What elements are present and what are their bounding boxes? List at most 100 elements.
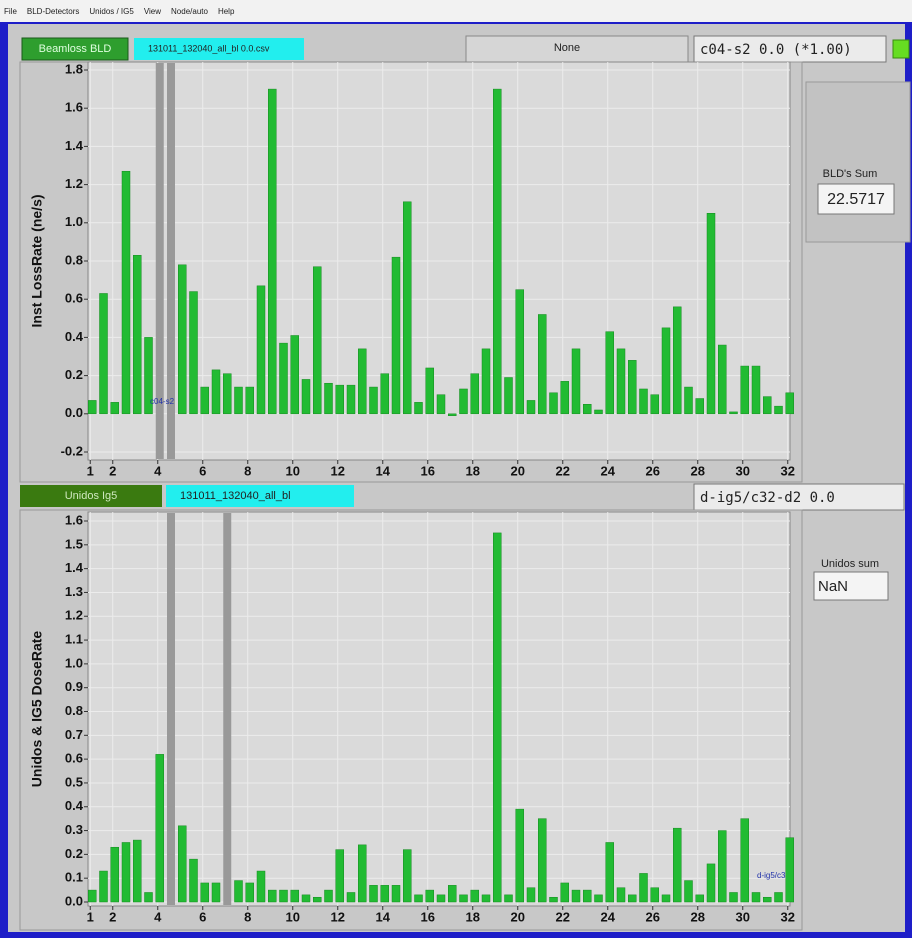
bar (99, 870, 108, 903)
bar (234, 880, 243, 903)
beamloss-button-label: Beamloss BLD (39, 43, 112, 55)
menu-bar (0, 0, 912, 22)
unidos-sum-value: NaN (818, 578, 848, 595)
file-field[interactable] (134, 38, 304, 60)
bar (729, 892, 738, 903)
x-tick-label: 14 (376, 909, 391, 924)
plot-area (87, 511, 791, 907)
x-tick-label: 20 (511, 463, 525, 478)
bar (560, 381, 569, 415)
bar (583, 404, 592, 415)
y-tick-label: 0.4 (65, 798, 84, 813)
bar (504, 894, 513, 903)
beamloss-button[interactable] (21, 37, 129, 61)
x-tick-label: 8 (244, 463, 251, 478)
unidos-cursor-field[interactable] (693, 483, 905, 511)
bar (470, 373, 479, 415)
bar (211, 882, 221, 903)
bar (178, 825, 187, 903)
bar (470, 889, 479, 903)
bar (391, 885, 401, 903)
bar (650, 887, 659, 903)
bar (245, 882, 254, 903)
bar (133, 839, 142, 903)
bar (515, 808, 524, 903)
cursor-field-text: c04-s2 0.0 (*1.00) (700, 42, 852, 58)
unidos-file-field[interactable] (166, 485, 354, 507)
menu-item[interactable]: BLD-Detectors (27, 7, 79, 16)
y-tick-label: -0.2 (61, 443, 83, 458)
menu-item[interactable]: File (4, 7, 17, 16)
menu-item[interactable]: Node/auto (171, 7, 208, 16)
bar (290, 889, 299, 903)
bar (493, 532, 502, 903)
dead-channel (167, 513, 175, 905)
menu-item[interactable]: View (144, 7, 161, 16)
x-tick-label: 30 (736, 463, 750, 478)
bar (695, 398, 704, 415)
bar (751, 892, 761, 903)
bar (594, 409, 603, 415)
bar (695, 894, 704, 903)
unidos-button[interactable] (20, 485, 162, 507)
x-tick-label: 2 (109, 463, 116, 478)
y-tick-label: 1.3 (65, 584, 83, 599)
y-tick-label: 1.1 (65, 632, 83, 647)
x-tick-label: 22 (556, 909, 570, 924)
y-tick-label: 0.0 (65, 405, 83, 420)
menu-item[interactable]: Unidos / IG5 (89, 7, 134, 16)
bar (481, 348, 491, 415)
y-tick-label: 0.6 (65, 751, 83, 766)
x-tick-label: 2 (109, 909, 116, 924)
bar (628, 894, 637, 903)
menu-item[interactable]: Help (218, 7, 235, 16)
y-tick-label: 0.5 (65, 774, 83, 789)
bar (481, 894, 491, 903)
bar (110, 846, 119, 903)
bar (290, 335, 299, 415)
bar (335, 849, 344, 903)
unidos-button-label: Unidos Ig5 (65, 490, 118, 502)
bar (144, 337, 153, 415)
bar (718, 830, 727, 903)
y-tick-label: 0.2 (65, 367, 83, 382)
dropdown[interactable] (465, 35, 689, 63)
cursor-label: d-ig5/c3 (757, 871, 786, 880)
bar (133, 255, 142, 415)
bar (335, 384, 344, 415)
x-tick-label: 8 (244, 909, 251, 924)
y-tick-label: 1.0 (65, 214, 83, 229)
bar (99, 293, 108, 415)
bar (324, 382, 333, 415)
bar (436, 394, 446, 415)
bar (661, 327, 671, 415)
bar (605, 842, 614, 903)
status-led (892, 39, 910, 59)
bar (301, 894, 311, 903)
bar (313, 896, 322, 903)
y-tick-label: 0.3 (65, 822, 83, 837)
bar (279, 889, 288, 903)
x-tick-label: 20 (511, 909, 525, 924)
y-tick-label: 1.2 (65, 176, 83, 191)
bar (324, 889, 333, 903)
bar (763, 396, 772, 415)
bar (515, 289, 524, 415)
bar (504, 377, 513, 415)
bar (628, 360, 637, 415)
x-tick-label: 6 (199, 463, 206, 478)
bar (380, 373, 389, 415)
y-tick-label: 0.0 (65, 893, 83, 908)
bar (403, 201, 412, 415)
sum-label: BLD's Sum (823, 168, 878, 180)
bar (256, 285, 266, 415)
bar (245, 386, 254, 415)
cursor-field[interactable] (693, 35, 887, 63)
bar (763, 896, 772, 903)
bar (200, 386, 209, 415)
bar (549, 392, 558, 415)
bar (774, 892, 783, 903)
bar (256, 870, 266, 903)
